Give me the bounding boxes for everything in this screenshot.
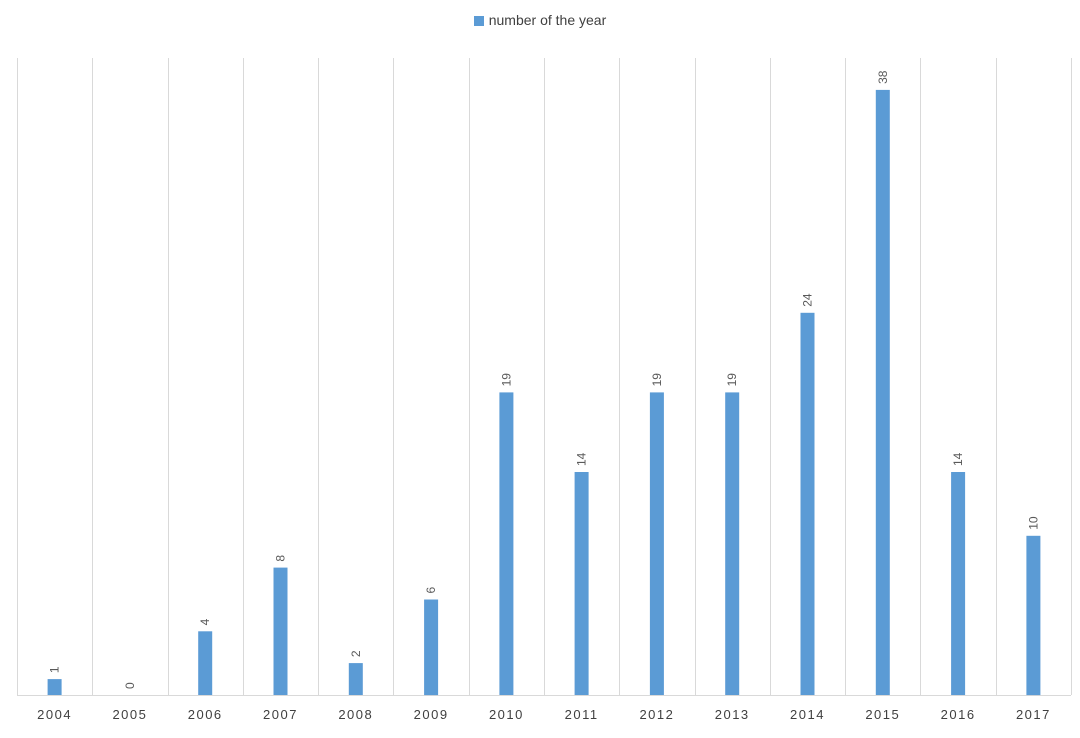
data-label: 10 bbox=[1026, 516, 1040, 530]
x-tick-label: 2005 bbox=[112, 707, 147, 722]
data-label: 14 bbox=[575, 452, 589, 466]
x-tick-label: 2008 bbox=[338, 707, 373, 722]
bar bbox=[725, 392, 740, 695]
x-tick-label: 2013 bbox=[715, 707, 750, 722]
legend-swatch bbox=[473, 16, 484, 26]
legend-label: number of the year bbox=[488, 12, 607, 28]
bar bbox=[47, 679, 62, 695]
bar bbox=[424, 599, 439, 696]
x-tick-label: 2014 bbox=[790, 707, 825, 722]
x-tick-label: 2010 bbox=[489, 707, 524, 722]
data-label: 19 bbox=[725, 373, 739, 387]
data-label: 19 bbox=[499, 373, 513, 387]
bar bbox=[198, 631, 213, 695]
x-tick-label: 2009 bbox=[414, 707, 449, 722]
bar bbox=[348, 663, 363, 695]
x-tick-label: 2017 bbox=[1016, 707, 1051, 722]
x-tick-label: 2007 bbox=[263, 707, 298, 722]
data-label: 1 bbox=[48, 666, 62, 673]
bar bbox=[574, 472, 589, 695]
legend: number of the year bbox=[0, 12, 1080, 28]
data-label: 0 bbox=[123, 682, 137, 689]
x-tick-label: 2016 bbox=[941, 707, 976, 722]
x-tick-label: 2006 bbox=[188, 707, 223, 722]
bar bbox=[1026, 535, 1041, 696]
bar bbox=[800, 312, 815, 695]
x-tick-label: 2011 bbox=[565, 707, 599, 722]
bar bbox=[273, 567, 288, 695]
data-label: 14 bbox=[951, 452, 965, 466]
data-label: 8 bbox=[274, 555, 288, 562]
bar bbox=[875, 89, 890, 695]
data-label: 24 bbox=[801, 293, 815, 307]
data-label: 4 bbox=[198, 618, 212, 625]
data-label: 19 bbox=[650, 373, 664, 387]
bar bbox=[499, 392, 514, 695]
data-label: 2 bbox=[349, 650, 363, 657]
data-label: 6 bbox=[424, 587, 438, 594]
bar bbox=[649, 392, 664, 695]
bar bbox=[951, 472, 966, 695]
x-tick-label: 2004 bbox=[37, 707, 72, 722]
x-tick-label: 2015 bbox=[865, 707, 900, 722]
x-tick-label: 2012 bbox=[639, 707, 674, 722]
data-label: 38 bbox=[876, 70, 890, 84]
